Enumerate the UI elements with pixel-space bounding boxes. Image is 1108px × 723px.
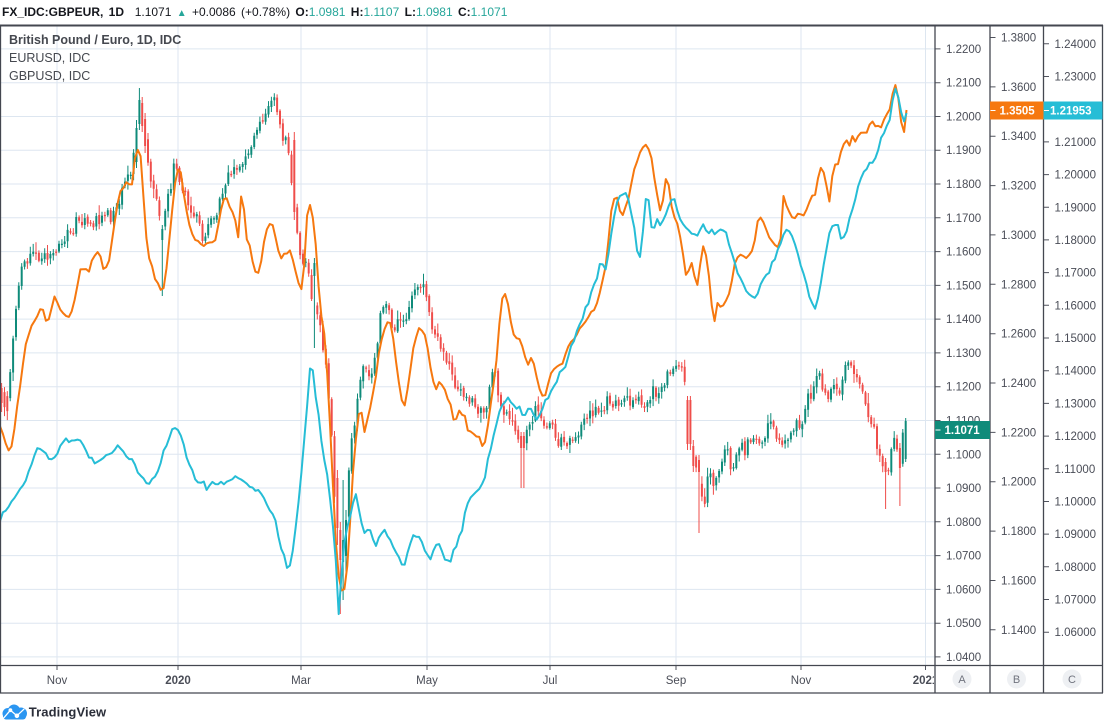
svg-text:Nov: Nov	[47, 675, 68, 687]
svg-text:A: A	[958, 674, 966, 686]
svg-text:Sep: Sep	[666, 675, 686, 687]
svg-text:1.2000: 1.2000	[946, 112, 981, 124]
svg-text:1.2100: 1.2100	[946, 78, 981, 90]
svg-text:1.2200: 1.2200	[1001, 427, 1036, 439]
svg-text:1.09000: 1.09000	[1055, 529, 1097, 541]
svg-text:Jul: Jul	[543, 675, 558, 687]
svg-text:1.1800: 1.1800	[1001, 526, 1036, 538]
svg-text:1.21000: 1.21000	[1055, 137, 1097, 149]
svg-text:1.0700: 1.0700	[946, 551, 981, 563]
svg-text:1.2400: 1.2400	[1001, 378, 1036, 390]
svg-text:1.07000: 1.07000	[1055, 595, 1097, 607]
svg-text:Nov: Nov	[791, 675, 812, 687]
svg-text:1.3000: 1.3000	[1001, 230, 1036, 242]
svg-text:1.15000: 1.15000	[1055, 333, 1097, 345]
svg-text:1.2000: 1.2000	[1001, 477, 1036, 489]
svg-text:1.21953: 1.21953	[1050, 106, 1092, 118]
svg-text:Mar: Mar	[291, 675, 311, 687]
svg-text:1.20000: 1.20000	[1055, 170, 1097, 182]
svg-text:1.1900: 1.1900	[946, 145, 981, 157]
svg-text:TradingView: TradingView	[29, 705, 107, 720]
svg-text:May: May	[416, 675, 438, 687]
svg-text:1.12000: 1.12000	[1055, 431, 1097, 443]
svg-text:1.08000: 1.08000	[1055, 562, 1097, 574]
svg-text:1.1300: 1.1300	[946, 348, 981, 360]
svg-text:1.3600: 1.3600	[1001, 82, 1036, 94]
svg-text:1.0900: 1.0900	[946, 483, 981, 495]
svg-text:1.16000: 1.16000	[1055, 300, 1097, 312]
svg-text:2021: 2021	[913, 675, 939, 687]
svg-text:1.23000: 1.23000	[1055, 72, 1097, 84]
svg-text:1.0600: 1.0600	[946, 584, 981, 596]
svg-text:1.1500: 1.1500	[946, 280, 981, 292]
svg-text:1.1400: 1.1400	[1001, 625, 1036, 637]
svg-text:1.1700: 1.1700	[946, 213, 981, 225]
svg-text:1.1000: 1.1000	[946, 449, 981, 461]
svg-text:C: C	[1068, 674, 1076, 686]
svg-text:1.11000: 1.11000	[1055, 464, 1096, 476]
svg-text:1.13000: 1.13000	[1055, 398, 1097, 410]
svg-text:1.0800: 1.0800	[946, 517, 981, 529]
svg-text:1.3200: 1.3200	[1001, 181, 1036, 193]
svg-text:1.3800: 1.3800	[1001, 33, 1036, 45]
svg-text:1.1200: 1.1200	[946, 382, 981, 394]
svg-text:1.1600: 1.1600	[1001, 576, 1036, 588]
svg-text:1.2600: 1.2600	[1001, 329, 1036, 341]
svg-text:1.1600: 1.1600	[946, 247, 981, 259]
svg-text:1.06000: 1.06000	[1055, 627, 1097, 639]
svg-text:1.10000: 1.10000	[1055, 497, 1097, 509]
svg-text:1.1400: 1.1400	[946, 314, 981, 326]
svg-text:1.24000: 1.24000	[1055, 39, 1097, 51]
svg-text:1.1071: 1.1071	[945, 425, 981, 437]
svg-text:1.0400: 1.0400	[946, 652, 981, 664]
svg-text:1.0500: 1.0500	[946, 618, 981, 630]
svg-text:1.2800: 1.2800	[1001, 279, 1036, 291]
svg-text:1.14000: 1.14000	[1055, 366, 1097, 378]
svg-text:1.1800: 1.1800	[946, 179, 981, 191]
svg-text:1.17000: 1.17000	[1055, 268, 1097, 280]
svg-text:2020: 2020	[165, 675, 191, 687]
svg-text:1.2200: 1.2200	[946, 44, 981, 56]
svg-text:B: B	[1013, 674, 1020, 686]
svg-text:1.18000: 1.18000	[1055, 235, 1097, 247]
svg-text:1.3505: 1.3505	[1000, 106, 1036, 118]
svg-text:1.19000: 1.19000	[1055, 202, 1097, 214]
svg-text:1.3400: 1.3400	[1001, 131, 1036, 143]
